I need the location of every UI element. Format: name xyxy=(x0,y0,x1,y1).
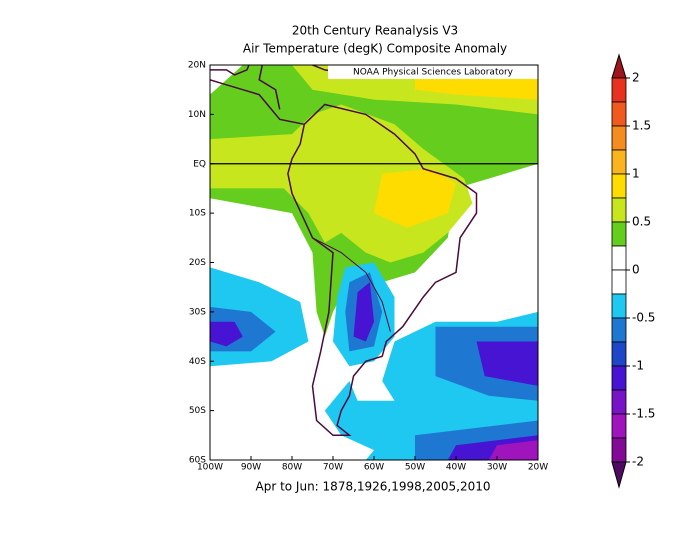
colorbar-tick-label: 0 xyxy=(632,263,640,277)
colorbar-band xyxy=(611,317,627,343)
colorbar-band xyxy=(611,293,627,319)
y-tick-label: EQ xyxy=(193,159,206,169)
anomaly-region xyxy=(374,168,456,228)
y-tick-label: 10N xyxy=(188,110,206,120)
x-tick-label: 90W xyxy=(241,463,261,473)
andes-line xyxy=(312,237,391,332)
y-tick-label: 50S xyxy=(189,406,206,416)
x-tick-label: 30W xyxy=(487,463,507,473)
colorbar-band xyxy=(611,365,627,391)
colorbar-tick-label: -1 xyxy=(632,359,644,373)
y-tick-label: 10S xyxy=(189,209,206,219)
central-america-outline xyxy=(210,79,305,126)
colorbar-band xyxy=(611,149,627,175)
colorbar-tick-label: 2 xyxy=(632,71,640,85)
coastline xyxy=(210,65,478,437)
colorbar-tick-label: 1.5 xyxy=(632,119,651,133)
colorbar-tick-label: 1 xyxy=(632,167,640,181)
anomaly-region xyxy=(488,440,538,460)
anomaly-region xyxy=(353,282,374,342)
colorbar-band xyxy=(611,341,627,367)
x-tick-label: 70W xyxy=(323,463,343,473)
colorbar-band xyxy=(611,413,627,439)
y-tick-label: 40S xyxy=(189,357,206,367)
x-tick-label: 60W xyxy=(364,463,384,473)
anomaly-field xyxy=(210,65,538,460)
colorbar-band xyxy=(611,101,627,127)
colorbar-band xyxy=(611,245,627,271)
footer: Apr to Jun: 1878,1926,1998,2005,2010 xyxy=(256,480,491,494)
colorbar-band xyxy=(611,269,627,295)
colorbar-tick-label: 0.5 xyxy=(632,215,651,229)
colorbar-top-arrow xyxy=(611,53,627,79)
subtitle: Air Temperature (degK) Composite Anomaly xyxy=(243,42,507,56)
title: 20th Century Reanalysis V3 xyxy=(292,24,458,38)
anomaly-region xyxy=(415,74,538,100)
colorbar-band xyxy=(611,221,627,247)
colorbar-band xyxy=(611,437,627,463)
x-tick-label: 40W xyxy=(446,463,466,473)
colorbar-band xyxy=(611,77,627,103)
x-tick-label: 50W xyxy=(405,463,425,473)
colorbar-band xyxy=(611,389,627,415)
y-tick-label: 60S xyxy=(189,456,206,466)
y-tick-label: 30S xyxy=(189,307,206,317)
x-tick-label: 80W xyxy=(282,463,302,473)
y-tick-label: 20S xyxy=(189,258,206,268)
x-tick-label: 20W xyxy=(528,463,548,473)
colorbar-tick-label: -1.5 xyxy=(632,407,655,421)
anomaly-region xyxy=(476,341,538,386)
axes: 100W 90W 80W 70W 60W 50W 40W 30W 20W 20N 10N EQ 10S 2… xyxy=(188,61,548,473)
colorbar-tick-label: -0.5 xyxy=(632,311,655,325)
colorbar-bottom-arrow xyxy=(611,461,627,489)
y-tick-label: 20N xyxy=(188,61,206,71)
colorbar-band xyxy=(611,197,627,223)
x-tick-label: 100W xyxy=(197,463,223,473)
south-america-outline xyxy=(287,103,478,437)
colorbar-band xyxy=(611,173,627,199)
central-america-outline xyxy=(210,65,281,110)
colorbar: 2 1.5 1 0.5 0 -0.5 -1 -1.5 -2 xyxy=(611,53,655,489)
credit: NOAA Physical Sciences Laboratory xyxy=(353,68,514,78)
colorbar-band xyxy=(611,125,627,151)
colorbar-tick-label: -2 xyxy=(632,455,644,469)
anomaly-region xyxy=(210,321,243,347)
credit-box xyxy=(328,65,538,79)
